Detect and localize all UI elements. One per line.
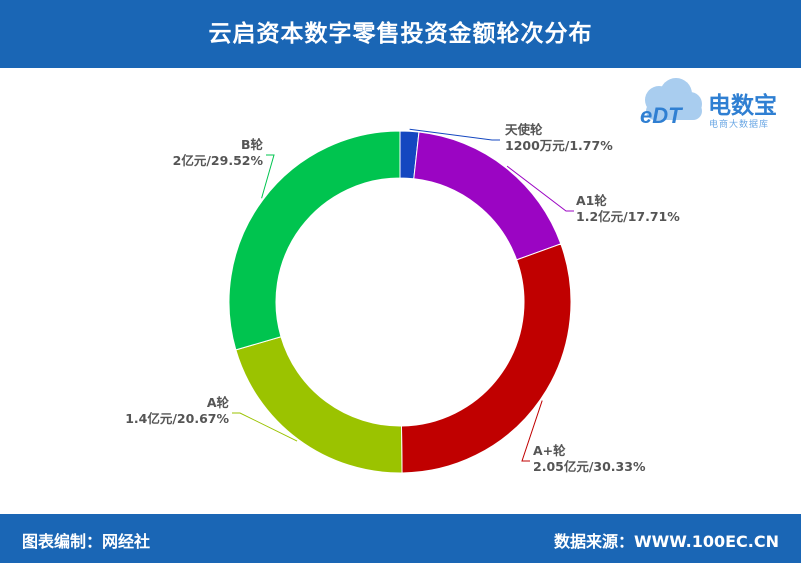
slice-value-label: 1200万元/1.77% bbox=[505, 138, 613, 153]
logo-mark: eDT bbox=[640, 103, 683, 128]
cloud-logo-icon: eDT bbox=[640, 78, 702, 128]
logo-brand: 电数宝 bbox=[708, 93, 777, 119]
header-bar: 云启资本数字零售投资金额轮次分布 bbox=[0, 0, 801, 68]
slice-name-label: A+轮 bbox=[533, 443, 566, 458]
slice-value-label: 1.2亿元/17.71% bbox=[576, 209, 680, 224]
slice-3 bbox=[235, 336, 403, 474]
leader-line-0 bbox=[409, 128, 500, 141]
leader-line-2 bbox=[521, 400, 543, 462]
slice-2 bbox=[400, 243, 572, 474]
slice-name-label: A1轮 bbox=[576, 193, 607, 208]
slice-value-label: 1.4亿元/20.67% bbox=[125, 411, 229, 426]
slice-name-label: B轮 bbox=[241, 137, 264, 152]
slice-4 bbox=[228, 130, 401, 351]
footer-credit: 图表编制：网经社 bbox=[22, 532, 151, 551]
chart-title: 云启资本数字零售投资金额轮次分布 bbox=[208, 21, 593, 47]
edt-logo: eDT 电数宝 电商大数据库 bbox=[632, 76, 797, 136]
slice-name-label: A轮 bbox=[207, 395, 230, 410]
slice-value-label: 2亿元/29.52% bbox=[173, 153, 264, 168]
footer-bar: 图表编制：网经社 数据来源：WWW.100EC.CN bbox=[0, 514, 801, 563]
logo-subtitle: 电商大数据库 bbox=[709, 120, 770, 130]
leader-line-1 bbox=[506, 165, 574, 212]
slice-name-label: 天使轮 bbox=[505, 122, 543, 137]
footer-source: 数据来源：WWW.100EC.CN bbox=[553, 532, 779, 551]
slice-value-label: 2.05亿元/30.33% bbox=[533, 459, 646, 474]
leader-line-3 bbox=[232, 412, 298, 442]
leader-line-4 bbox=[261, 154, 275, 199]
